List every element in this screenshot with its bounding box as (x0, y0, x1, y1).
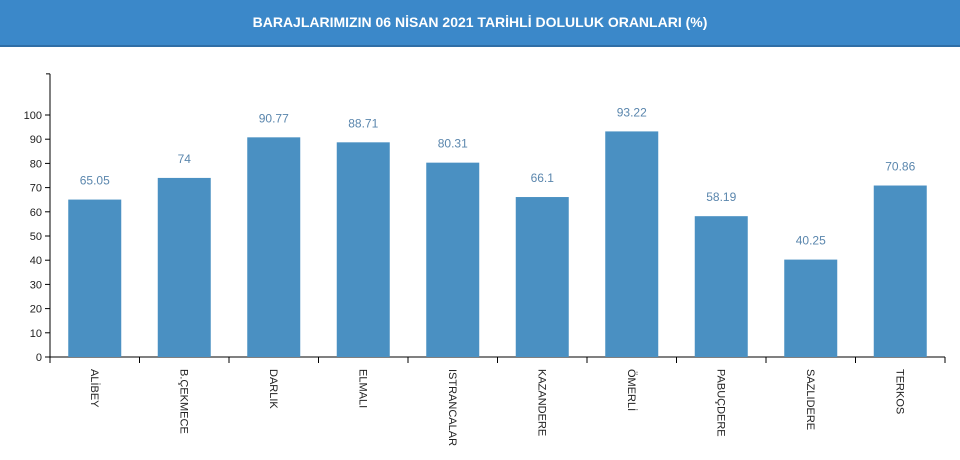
bar-istrancalar (426, 162, 480, 357)
x-tick-label: B.ÇEKMECE (177, 369, 189, 434)
data-label: 80.31 (438, 137, 468, 151)
x-tick-label: PABUÇDERE (714, 369, 726, 437)
y-tick-label: 60 (30, 207, 42, 219)
data-label: 65.05 (80, 174, 110, 188)
x-tick-label: DARLIK (267, 369, 279, 409)
data-label: 93.22 (617, 105, 647, 119)
bar-ali̇bey (68, 199, 122, 357)
x-tick-label: ÖMERLİ (625, 369, 638, 411)
data-label: 58.19 (706, 190, 736, 204)
data-label: 70.86 (885, 160, 915, 174)
data-label: 74 (178, 152, 192, 166)
y-tick-label: 70 (30, 183, 42, 195)
data-label: 90.77 (259, 111, 289, 125)
bar-elmali (336, 142, 390, 357)
bar-terkos (873, 185, 927, 357)
data-label: 66.1 (531, 171, 555, 185)
x-tick-label: KAZANDERE (535, 369, 547, 436)
bar-pabuçdere (694, 216, 748, 357)
data-label: 88.71 (348, 116, 378, 130)
y-tick-label: 100 (24, 110, 42, 122)
bar-ömerli̇ (605, 131, 659, 357)
x-tick-label: ISTRANCALAR (446, 369, 458, 446)
x-tick-label: TERKOS (893, 369, 905, 414)
y-tick-label: 40 (30, 255, 42, 267)
y-tick-label: 30 (30, 279, 42, 291)
chart-title: BARAJLARIMIZIN 06 NİSAN 2021 TARİHLİ DOL… (0, 0, 960, 47)
data-label: 40.25 (796, 234, 826, 248)
y-tick-label: 0 (36, 352, 42, 364)
bar-darlik (247, 137, 301, 357)
x-tick-label: ALİBEY (88, 369, 101, 408)
y-tick-label: 80 (30, 158, 42, 170)
y-tick-label: 90 (30, 134, 42, 146)
bar-kazandere (515, 197, 569, 357)
x-tick-label: SAZLIDERE (804, 369, 816, 430)
y-tick-label: 50 (30, 231, 42, 243)
bar-sazlidere (784, 259, 838, 357)
x-tick-label: ELMALI (356, 369, 368, 408)
bar-b.çekmece (157, 177, 211, 357)
y-tick-label: 20 (30, 304, 42, 316)
y-tick-label: 10 (30, 328, 42, 340)
